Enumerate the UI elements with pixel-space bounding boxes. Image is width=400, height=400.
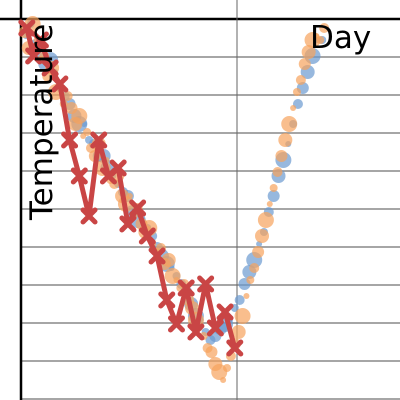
x-marker bbox=[80, 207, 98, 225]
orange-point bbox=[126, 193, 133, 199]
orange-point bbox=[316, 36, 325, 44]
x-marker bbox=[216, 303, 234, 321]
x-marker bbox=[25, 47, 43, 65]
line-series bbox=[18, 19, 244, 357]
x-marker bbox=[70, 167, 88, 185]
orange-point bbox=[234, 308, 251, 324]
orange-point bbox=[319, 23, 330, 33]
x-marker bbox=[41, 59, 59, 77]
orange-point bbox=[231, 325, 246, 339]
x-marker bbox=[148, 247, 166, 265]
x-marker bbox=[119, 215, 137, 233]
x-marker bbox=[187, 323, 205, 341]
blue-point bbox=[267, 190, 280, 202]
x-marker bbox=[226, 339, 244, 357]
orange-point bbox=[83, 128, 92, 136]
orange-point bbox=[298, 58, 311, 70]
y-axis-label: Temperature bbox=[24, 24, 60, 221]
orange-point bbox=[255, 229, 270, 243]
orange-point bbox=[281, 116, 298, 132]
blue-point bbox=[234, 295, 245, 305]
x-marker bbox=[177, 279, 195, 297]
orange-point bbox=[161, 253, 176, 267]
x-marker bbox=[51, 75, 69, 93]
orange-point bbox=[278, 133, 293, 147]
orange-point bbox=[292, 88, 301, 96]
orange-point bbox=[295, 75, 306, 85]
x-marker bbox=[206, 319, 224, 337]
x-marker bbox=[18, 19, 36, 37]
orange-point bbox=[62, 91, 73, 101]
orange-point bbox=[272, 167, 283, 177]
orange-point bbox=[246, 276, 255, 284]
orange-point bbox=[266, 201, 273, 207]
x-marker bbox=[90, 131, 108, 149]
orange-point bbox=[243, 293, 250, 299]
orange-point bbox=[205, 346, 218, 358]
orange-point bbox=[275, 150, 288, 162]
x-marker bbox=[158, 291, 176, 309]
x-marker bbox=[197, 275, 215, 293]
x-marker bbox=[129, 199, 147, 217]
orange-point bbox=[257, 212, 274, 228]
orange-point bbox=[252, 246, 265, 258]
orange-point bbox=[223, 364, 232, 372]
x-axis-label: Day bbox=[310, 20, 371, 56]
orange-point bbox=[269, 184, 278, 192]
x-marker bbox=[31, 31, 49, 49]
orange-point bbox=[301, 45, 316, 59]
orange-point bbox=[220, 377, 227, 383]
x-marker bbox=[109, 159, 127, 177]
x-marker bbox=[167, 315, 185, 333]
x-marker bbox=[61, 131, 79, 149]
orange-point bbox=[290, 105, 297, 111]
orange-point bbox=[71, 108, 88, 124]
orange-point bbox=[249, 263, 260, 273]
x-marker bbox=[138, 227, 156, 245]
